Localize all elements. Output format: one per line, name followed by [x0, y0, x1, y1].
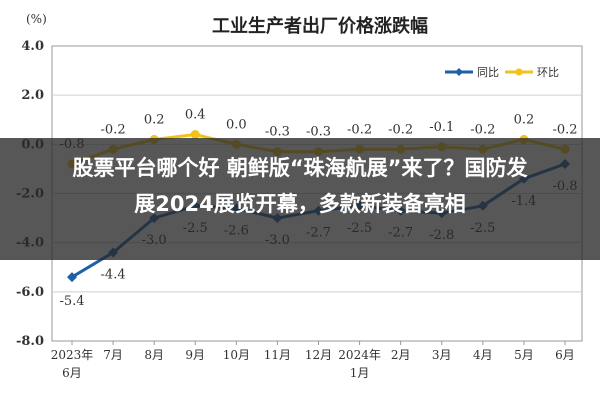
x-tick-label: 6月 — [62, 366, 82, 380]
x-tick-label: 12月 — [305, 348, 332, 362]
headline-banner[interactable] — [0, 138, 600, 260]
series-point — [67, 272, 77, 283]
headline-text[interactable]: 股票平台哪个好 朝鲜版“珠海航展”来了？国防发 展2024展览开幕，多款新装备亮… — [0, 150, 600, 222]
legend-label: 同比 — [477, 66, 499, 79]
data-label: -0.2 — [101, 122, 126, 137]
x-axis-ticks: 2023年 6月 7月 8月 9月 10月 11月 12月 2024年 1月 2月 3月 4月 5月 6月 — [51, 341, 575, 380]
x-tick-label: 2023年 — [51, 348, 94, 362]
y-tick-label: 4.0 — [21, 39, 44, 54]
legend-label: 环比 — [537, 66, 559, 79]
x-tick-label: 5月 — [514, 348, 534, 362]
headline-line-1: 股票平台哪个好 朝鲜版“珠海航展”来了？国防发 — [72, 156, 528, 180]
series-point — [190, 130, 200, 139]
data-label: 0.4 — [185, 108, 206, 123]
data-label: -0.3 — [306, 125, 331, 140]
headline-line-2: 展2024展览开幕，多款新装备亮相 — [134, 192, 466, 216]
data-label: -0.2 — [470, 122, 495, 137]
data-label: 0.0 — [226, 117, 247, 132]
y-tick-label: -6.0 — [16, 285, 44, 300]
legend-marker — [515, 68, 523, 76]
x-tick-label: 4月 — [473, 348, 493, 362]
x-tick-label: 10月 — [223, 348, 250, 362]
x-tick-label: 6月 — [555, 348, 575, 362]
data-label: 0.2 — [514, 112, 535, 127]
x-tick-label: 2024年 — [338, 348, 381, 362]
data-label: -5.4 — [59, 294, 84, 309]
x-tick-label: 3月 — [432, 348, 452, 362]
data-label: -0.2 — [552, 122, 577, 137]
data-label: -0.2 — [388, 122, 413, 137]
x-tick-label: 9月 — [185, 348, 205, 362]
data-label: -0.3 — [265, 125, 290, 140]
x-tick-label: 11月 — [264, 348, 291, 362]
y-unit-label: (%) — [26, 12, 47, 26]
y-tick-label: 2.0 — [21, 88, 44, 103]
x-tick-label: 8月 — [144, 348, 164, 362]
data-label: -4.4 — [101, 268, 126, 283]
data-label: -0.2 — [347, 122, 372, 137]
x-tick-label: 7月 — [103, 348, 123, 362]
x-tick-label: 2月 — [391, 348, 411, 362]
legend: 同比 环比 — [445, 66, 559, 79]
data-label: 0.2 — [144, 112, 165, 127]
x-tick-label: 1月 — [350, 366, 370, 380]
chart-title: 工业生产者出厂价格涨跌幅 — [212, 15, 428, 37]
y-tick-label: -8.0 — [16, 334, 44, 349]
legend-marker — [455, 68, 463, 76]
data-label: -0.1 — [429, 120, 454, 135]
